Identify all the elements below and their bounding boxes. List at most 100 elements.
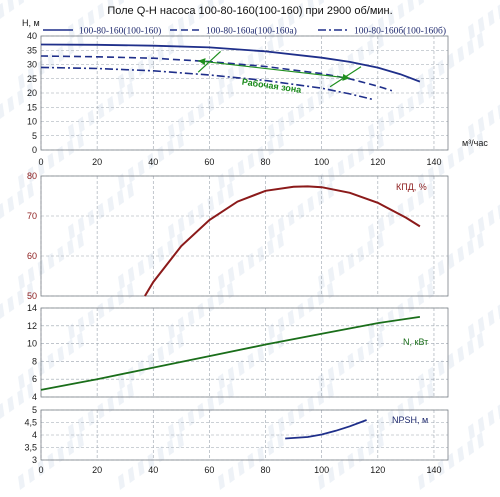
- qh-y-axis-label: H, м: [22, 18, 40, 28]
- panel-frame: [40, 35, 449, 151]
- power-label: N, кВт: [403, 337, 428, 347]
- panel-eff: 50 60 70 80: [27, 171, 449, 301]
- watermark-stroke: [318, 431, 384, 490]
- watermark-stroke: [0, 81, 34, 120]
- qh-series-line: [40, 55, 393, 92]
- y-tick-label: 8: [32, 356, 37, 366]
- panel-power: 4 6 8 10 12 14: [27, 303, 449, 402]
- work-zone-line: [198, 60, 350, 79]
- x-tick-label: 100: [314, 157, 329, 167]
- y-tick-label: 50: [27, 291, 37, 301]
- y-tick-label: 10: [27, 339, 37, 349]
- x-tick-label: 0: [38, 157, 43, 167]
- y-tick-label: 0: [32, 145, 37, 155]
- x-tick-label: 0: [38, 465, 43, 475]
- watermark-stroke: [18, 431, 84, 490]
- npsh-curve: [285, 419, 367, 440]
- x-tick-label: 20: [92, 157, 102, 167]
- power-curve: [40, 316, 421, 391]
- watermark-stroke: [68, 381, 134, 440]
- x-tick-label: 20: [92, 465, 102, 475]
- watermark-stroke: [168, 181, 234, 240]
- watermark-stroke: [368, 181, 434, 240]
- qh-series-line: [40, 43, 421, 83]
- watermark-stroke: [418, 331, 484, 390]
- watermark-stroke: [18, 131, 84, 190]
- x-tick-label: 40: [148, 465, 158, 475]
- y-tick-label: 4,5: [24, 418, 37, 428]
- x-tick-label: 120: [370, 157, 385, 167]
- watermark-stroke: [418, 31, 484, 90]
- y-tick-label: 10: [27, 117, 37, 127]
- panel-frame: [40, 175, 449, 297]
- watermark-stroke: [118, 431, 184, 490]
- watermark-stroke: [268, 381, 334, 440]
- y-tick-label: 3,5: [24, 443, 37, 453]
- panel-frame: [40, 307, 449, 398]
- y-tick-label: 14: [27, 303, 37, 313]
- qh-series-line: [40, 66, 373, 101]
- watermark-stroke: [68, 181, 134, 240]
- y-tick-label: 60: [27, 251, 37, 261]
- watermark-stroke: [0, 281, 34, 320]
- watermark-stroke: [368, 381, 434, 440]
- watermark-stroke: [0, 0, 25, 20]
- chart-title: Поле Q-H насоса 100-80-160(100-160) при …: [107, 5, 392, 17]
- y-tick-label: 6: [32, 374, 37, 384]
- x-tick-label: 60: [204, 465, 214, 475]
- x-tick-label: 100: [314, 465, 329, 475]
- y-tick-label: 5: [32, 131, 37, 141]
- watermark-stroke: [168, 381, 234, 440]
- watermark-stroke: [468, 302, 500, 340]
- x-tick-label: 140: [426, 465, 441, 475]
- watermark-stroke: [0, 381, 34, 420]
- x-tick-label: 80: [261, 465, 271, 475]
- legend-item-label: 100-80-160а(100-160а): [206, 26, 297, 37]
- legend-item-label: 100-80-160б(100-160б): [354, 26, 446, 37]
- watermark-stroke: [468, 402, 500, 440]
- y-tick-label: 4: [32, 392, 37, 402]
- work-zone-arrowhead: [342, 73, 350, 81]
- efficiency-label: КПД, %: [396, 182, 427, 192]
- watermark-stroke: [218, 431, 284, 490]
- x-tick-label: 140: [426, 157, 441, 167]
- watermark-stroke: [318, 131, 384, 190]
- watermark-stroke: [268, 181, 334, 240]
- npsh-label: NPSH, м: [392, 415, 428, 425]
- watermark-stroke: [68, 81, 134, 140]
- watermark-stroke: [0, 181, 34, 220]
- x-unit-label: м³/час: [462, 138, 488, 148]
- y-tick-label: 25: [27, 74, 37, 84]
- y-tick-label: 15: [27, 102, 37, 112]
- legend-item-label: 100-80-160(100-160): [79, 26, 161, 37]
- efficiency-curve: [144, 185, 421, 297]
- y-tick-label: 80: [27, 171, 37, 181]
- panel-frame: [40, 409, 449, 461]
- watermark-stroke: [468, 202, 500, 240]
- y-tick-label: 40: [27, 31, 37, 41]
- watermark-stroke: [318, 231, 384, 290]
- watermark-stroke: [268, 0, 325, 40]
- watermark-stroke: [218, 331, 284, 390]
- x-tick-label: 40: [148, 157, 158, 167]
- y-tick-label: 20: [27, 88, 37, 98]
- x-tick-label: 80: [261, 157, 271, 167]
- y-tick-label: 3: [32, 455, 37, 465]
- watermark-stroke: [68, 281, 134, 340]
- watermark-stroke: [468, 2, 500, 40]
- watermark-stroke: [218, 131, 284, 190]
- watermark-stroke: [18, 231, 84, 290]
- y-tick-label: 5: [32, 405, 37, 415]
- watermark-stroke: [418, 131, 484, 190]
- y-tick-label: 30: [27, 60, 37, 70]
- y-tick-label: 12: [27, 321, 37, 331]
- panel-npsh: 3 3,5 4 4,5 5: [24, 405, 449, 465]
- watermark-stroke: [318, 331, 384, 390]
- watermark-stroke: [468, 102, 500, 140]
- y-tick-label: 4: [32, 430, 37, 440]
- watermark-stroke: [218, 231, 284, 290]
- x-tick-label: 120: [370, 465, 385, 475]
- watermark-stroke: [268, 281, 334, 340]
